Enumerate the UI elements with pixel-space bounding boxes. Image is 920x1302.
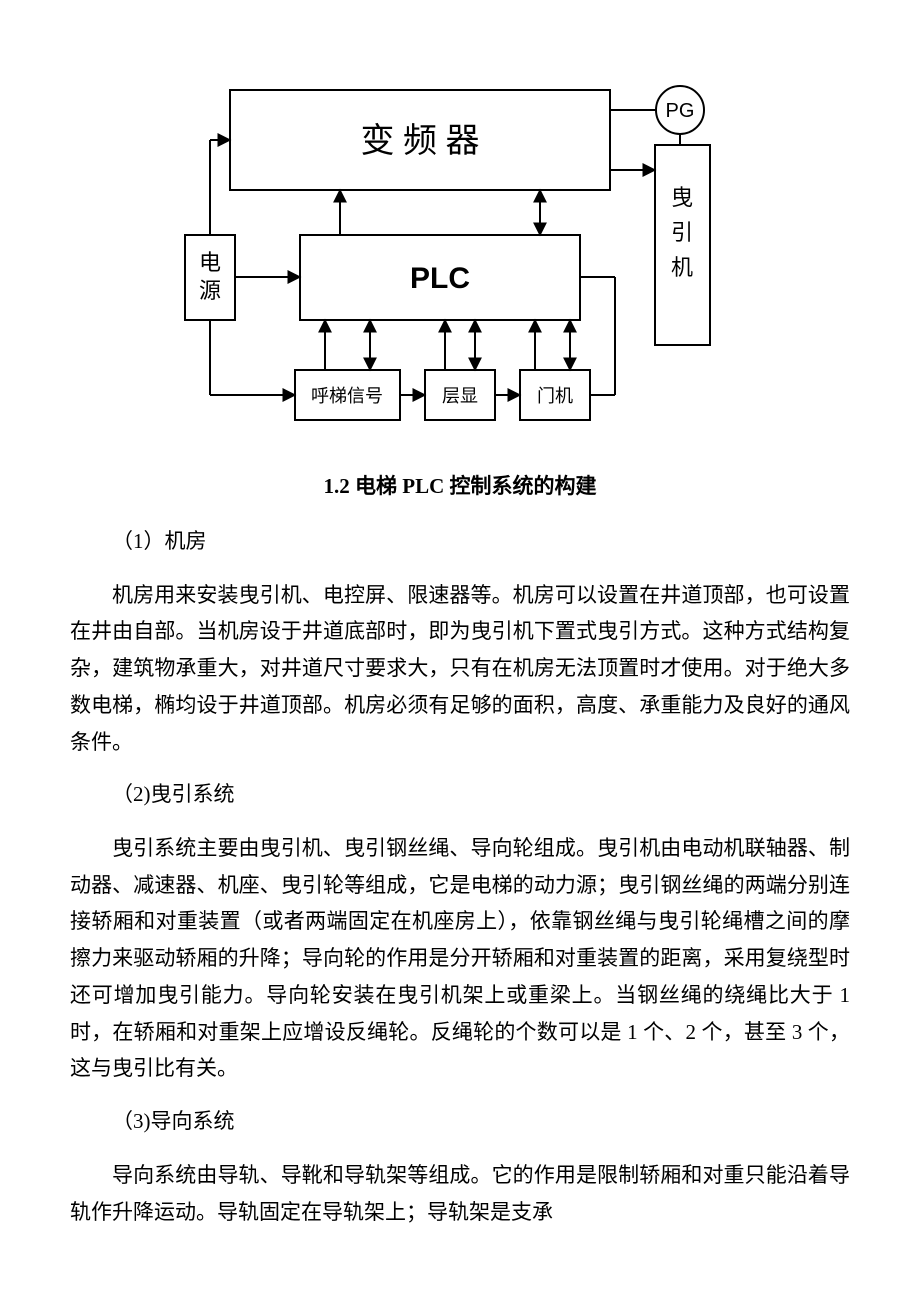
- diagram-svg: 变 频 器 PG 曳 引 机 电 源 PLC 呼梯信号 层显 门机: [170, 80, 730, 440]
- section-title: 1.2 电梯 PLC 控制系统的构建: [70, 470, 850, 500]
- block-diagram: 变 频 器 PG 曳 引 机 电 源 PLC 呼梯信号 层显 门机: [170, 80, 730, 440]
- section-1-body: 机房用来安装曳引机、电控屏、限速器等。机房可以设置在井道顶部，也可设置在井由自部…: [70, 577, 850, 761]
- power-label-2: 源: [199, 278, 221, 303]
- power-label-1: 电: [199, 250, 221, 275]
- call-label: 呼梯信号: [311, 386, 383, 406]
- door-label: 门机: [537, 386, 573, 406]
- vfd-label: 变 频 器: [361, 122, 480, 160]
- section-2-heading: （2)曳引系统: [70, 778, 850, 812]
- section-3-heading: （3)导向系统: [70, 1105, 850, 1139]
- motor-label-2: 引: [671, 220, 693, 245]
- section-2-body: 曳引系统主要由曳引机、曳引钢丝绳、导向轮组成。曳引机由电动机联轴器、制动器、减速…: [70, 830, 850, 1087]
- disp-label: 层显: [442, 386, 478, 406]
- motor-box: [655, 145, 710, 345]
- motor-label-3: 机: [671, 255, 693, 280]
- pg-label: PG: [666, 100, 695, 122]
- section-3-body: 导向系统由导轨、导靴和导轨架等组成。它的作用是限制轿厢和对重只能沿着导轨作升降运…: [70, 1157, 850, 1231]
- motor-label-1: 曳: [671, 185, 693, 210]
- plc-label: PLC: [410, 262, 470, 295]
- section-1-heading: （1）机房: [70, 525, 850, 559]
